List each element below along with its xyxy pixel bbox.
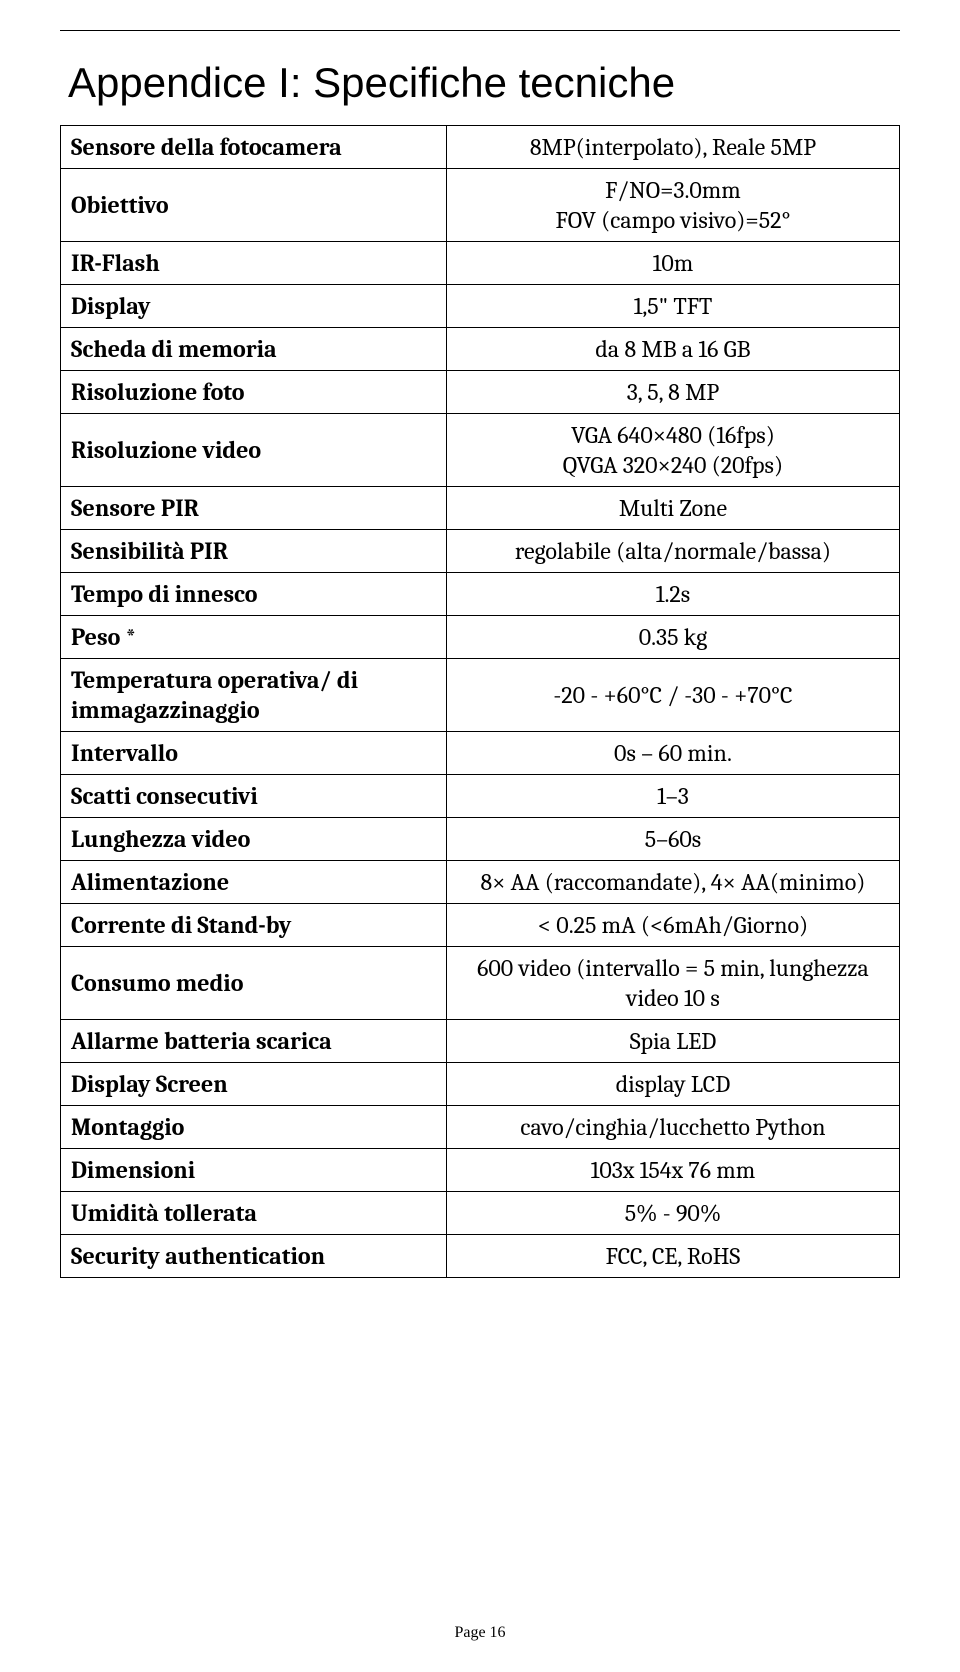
table-row: Alimentazione8× AA (raccomandate), 4× AA… <box>61 861 900 904</box>
spec-value: 10m <box>446 242 899 285</box>
table-row: Corrente di Stand-by< 0.25 mA (<6mAh/Gio… <box>61 904 900 947</box>
spec-value: Multi Zone <box>446 487 899 530</box>
table-row: IR-Flash10m <box>61 242 900 285</box>
spec-label: Risoluzione video <box>61 414 447 487</box>
table-row: Tempo di innesco1.2s <box>61 573 900 616</box>
table-row: Display Screendisplay LCD <box>61 1063 900 1106</box>
spec-value: Spia LED <box>446 1020 899 1063</box>
spec-label: Peso * <box>61 616 447 659</box>
page-footer: Page 16 <box>0 1624 960 1642</box>
spec-value: regolabile (alta/normale/bassa) <box>446 530 899 573</box>
spec-label: Obiettivo <box>61 169 447 242</box>
table-row: Risoluzione foto3, 5, 8 MP <box>61 371 900 414</box>
table-row: ObiettivoF/NO=3.0mm FOV (campo visivo)=5… <box>61 169 900 242</box>
spec-label: Umidità tollerata <box>61 1192 447 1235</box>
spec-label: Consumo medio <box>61 947 447 1020</box>
spec-value: 1,5" TFT <box>446 285 899 328</box>
spec-value: cavo/cinghia/lucchetto Python <box>446 1106 899 1149</box>
table-row: Lunghezza video5–60s <box>61 818 900 861</box>
spec-label: Security authentication <box>61 1235 447 1278</box>
spec-label: Display Screen <box>61 1063 447 1106</box>
spec-label: Lunghezza video <box>61 818 447 861</box>
specs-table: Sensore della fotocamera8MP(interpolato)… <box>60 125 900 1278</box>
table-row: Temperatura operativa/ di immagazzinaggi… <box>61 659 900 732</box>
table-row: Umidità tollerata5% - 90% <box>61 1192 900 1235</box>
spec-label: Scatti consecutivi <box>61 775 447 818</box>
table-row: Scatti consecutivi1–3 <box>61 775 900 818</box>
table-row: Security authenticationFCC, CE, RoHS <box>61 1235 900 1278</box>
spec-value: < 0.25 mA (<6mAh/Giorno) <box>446 904 899 947</box>
spec-label: IR-Flash <box>61 242 447 285</box>
spec-label: Dimensioni <box>61 1149 447 1192</box>
table-row: Sensibilità PIRregolabile (alta/normale/… <box>61 530 900 573</box>
spec-label: Montaggio <box>61 1106 447 1149</box>
spec-value: 600 video (intervallo = 5 min, lunghezza… <box>446 947 899 1020</box>
spec-value: 1–3 <box>446 775 899 818</box>
spec-label: Intervallo <box>61 732 447 775</box>
table-row: Scheda di memoriada 8 MB a 16 GB <box>61 328 900 371</box>
table-row: Consumo medio600 video (intervallo = 5 m… <box>61 947 900 1020</box>
spec-value: VGA 640×480 (16fps) QVGA 320×240 (20fps) <box>446 414 899 487</box>
spec-value: -20 - +60°C / -30 - +70°C <box>446 659 899 732</box>
spec-value: 5% - 90% <box>446 1192 899 1235</box>
spec-label: Risoluzione foto <box>61 371 447 414</box>
spec-value: 103x 154x 76 mm <box>446 1149 899 1192</box>
spec-value: 8MP(interpolato), Reale 5MP <box>446 126 899 169</box>
spec-label: Display <box>61 285 447 328</box>
spec-value: FCC, CE, RoHS <box>446 1235 899 1278</box>
spec-label: Sensore PIR <box>61 487 447 530</box>
table-row: Sensore PIRMulti Zone <box>61 487 900 530</box>
spec-label: Sensibilità PIR <box>61 530 447 573</box>
table-row: Allarme batteria scaricaSpia LED <box>61 1020 900 1063</box>
table-row: Peso *0.35 kg <box>61 616 900 659</box>
spec-label: Sensore della fotocamera <box>61 126 447 169</box>
spec-label: Temperatura operativa/ di immagazzinaggi… <box>61 659 447 732</box>
spec-value: 3, 5, 8 MP <box>446 371 899 414</box>
table-row: Intervallo0s – 60 min. <box>61 732 900 775</box>
spec-label: Allarme batteria scarica <box>61 1020 447 1063</box>
spec-label: Tempo di innesco <box>61 573 447 616</box>
spec-value: F/NO=3.0mm FOV (campo visivo)=52° <box>446 169 899 242</box>
table-row: Dimensioni103x 154x 76 mm <box>61 1149 900 1192</box>
spec-value: display LCD <box>446 1063 899 1106</box>
spec-value: 0.35 kg <box>446 616 899 659</box>
spec-label: Alimentazione <box>61 861 447 904</box>
spec-value: 0s – 60 min. <box>446 732 899 775</box>
table-row: Montaggiocavo/cinghia/lucchetto Python <box>61 1106 900 1149</box>
spec-value: 1.2s <box>446 573 899 616</box>
page-title: Appendice I: Specifiche tecniche <box>68 59 900 107</box>
spec-label: Corrente di Stand-by <box>61 904 447 947</box>
table-row: Display1,5" TFT <box>61 285 900 328</box>
spec-value: da 8 MB a 16 GB <box>446 328 899 371</box>
spec-value: 8× AA (raccomandate), 4× AA(minimo) <box>446 861 899 904</box>
top-rule <box>60 30 900 31</box>
table-row: Risoluzione videoVGA 640×480 (16fps) QVG… <box>61 414 900 487</box>
spec-value: 5–60s <box>446 818 899 861</box>
spec-label: Scheda di memoria <box>61 328 447 371</box>
table-row: Sensore della fotocamera8MP(interpolato)… <box>61 126 900 169</box>
